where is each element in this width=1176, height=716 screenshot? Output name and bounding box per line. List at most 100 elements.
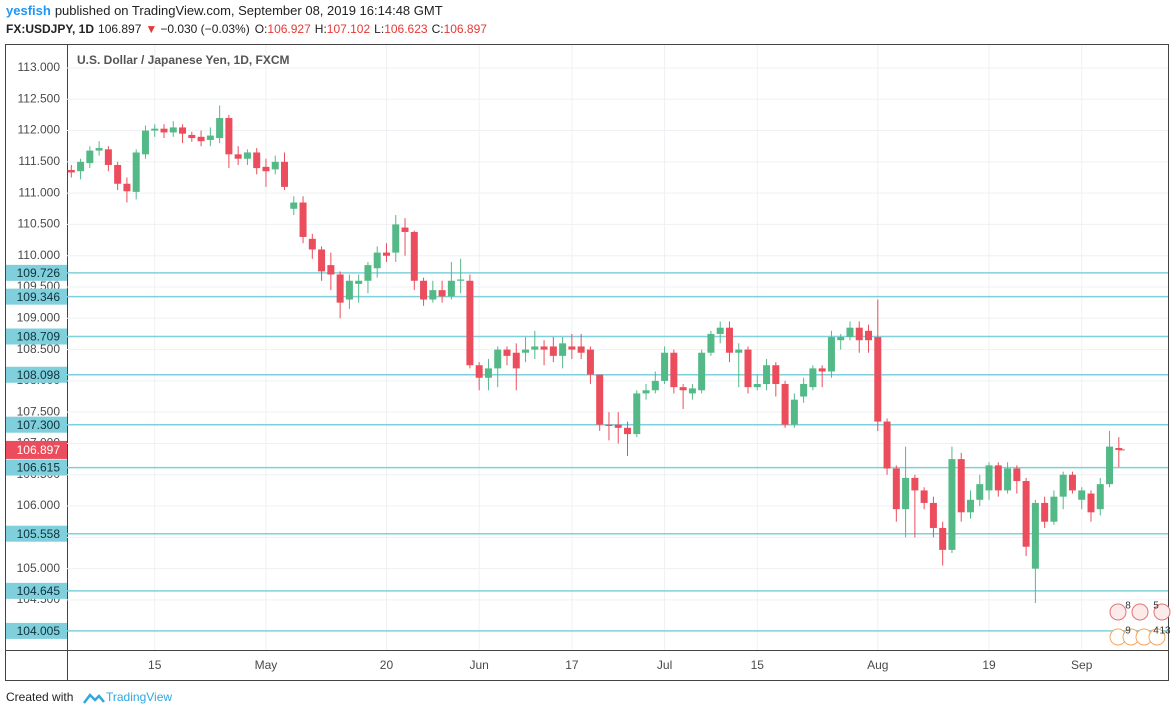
- candle-body: [1031, 502, 1039, 569]
- candle-body: [123, 183, 131, 192]
- candle-body: [179, 127, 187, 134]
- candle-body: [966, 499, 974, 513]
- candle-body: [336, 274, 344, 303]
- candle-body: [661, 352, 669, 381]
- y-tick-label: 113.000: [18, 60, 61, 74]
- l-label: L:: [374, 22, 384, 36]
- candle-body: [522, 349, 530, 353]
- candle-body: [994, 465, 1002, 491]
- candle-body: [883, 421, 891, 469]
- candle-body: [243, 152, 251, 159]
- x-tick-label: May: [255, 658, 278, 672]
- event-icon: [1109, 603, 1127, 621]
- level-label: 108.709: [17, 330, 61, 344]
- plot: 104.500105.000105.500106.000106.500107.0…: [6, 45, 1171, 672]
- candle-body: [809, 368, 817, 388]
- o-value: 106.927: [267, 22, 311, 36]
- level-label-box: [6, 264, 67, 281]
- level-label-box: [6, 288, 67, 305]
- event-icon: [1131, 603, 1149, 621]
- candle-body: [308, 238, 316, 250]
- candle-body: [364, 265, 372, 281]
- y-tick-label: 105.000: [17, 561, 61, 575]
- candle-body: [382, 252, 390, 256]
- published: published on TradingView.com, September …: [55, 3, 443, 18]
- c-value: 106.897: [444, 22, 488, 36]
- candle-body: [86, 150, 94, 164]
- candle-body: [281, 161, 289, 187]
- footer-brand[interactable]: TradingView: [106, 690, 172, 704]
- candle-body: [225, 118, 233, 155]
- candle-body: [457, 279, 465, 281]
- x-tick-label: Jul: [657, 658, 672, 672]
- level-label-box: [6, 622, 67, 639]
- candle-body: [1087, 493, 1095, 513]
- last-price-box: [6, 440, 67, 459]
- candle-body: [577, 346, 585, 353]
- candle-body: [132, 152, 140, 192]
- candle-body: [438, 290, 446, 297]
- candle-body: [642, 390, 650, 394]
- candle-body: [763, 365, 771, 385]
- candle-body: [512, 352, 520, 369]
- candle-body: [1013, 468, 1021, 482]
- candle-body: [447, 280, 455, 297]
- c-label: C:: [432, 22, 444, 36]
- candle-body: [401, 227, 409, 232]
- candle-body: [1022, 481, 1030, 547]
- event-count: 4: [1153, 626, 1159, 637]
- candle-body: [753, 384, 761, 388]
- author[interactable]: yesfish: [6, 3, 51, 18]
- o-label: O:: [255, 22, 268, 36]
- candle-body: [911, 477, 919, 491]
- logo: [83, 693, 105, 704]
- candle-body: [670, 352, 678, 388]
- level-label-box: [6, 525, 67, 542]
- candle-body: [429, 290, 437, 300]
- candle-body: [957, 459, 965, 513]
- candle-body: [466, 280, 474, 366]
- x-tick-label: Aug: [867, 658, 888, 672]
- candle-body: [151, 128, 159, 131]
- candle-body: [1115, 448, 1123, 450]
- candle-body: [1078, 490, 1086, 500]
- candle-body: [484, 368, 492, 378]
- candle-body: [735, 349, 743, 353]
- candle-body: [1004, 468, 1012, 491]
- x-tick-label: 17: [565, 658, 579, 672]
- candle-body: [827, 337, 835, 372]
- candle-body: [549, 346, 557, 356]
- change: −0.030 (−0.03%): [160, 22, 249, 36]
- candle-body: [420, 280, 428, 300]
- header-line: yesfish published on TradingView.com, Sep…: [6, 3, 443, 18]
- y-tick-label: 106.000: [17, 498, 61, 512]
- candle-body: [104, 149, 112, 165]
- candle-body: [596, 374, 604, 425]
- candle-body: [929, 502, 937, 528]
- candle-body: [772, 365, 780, 385]
- candle-body: [559, 343, 567, 356]
- x-tick-label: Jun: [470, 658, 489, 672]
- x-tick-label: Sep: [1071, 658, 1093, 672]
- candle-body: [1096, 484, 1104, 510]
- candle-body: [948, 459, 956, 550]
- last-price-label: 106.897: [17, 443, 61, 457]
- candle-body: [475, 365, 483, 378]
- y-tick-label: 108.500: [17, 342, 61, 356]
- candle-body: [216, 118, 224, 139]
- candle-body: [902, 477, 910, 510]
- candle-body: [855, 327, 863, 341]
- candle-body: [318, 249, 326, 272]
- candle-body: [976, 484, 984, 500]
- x-tick-label: 19: [982, 658, 996, 672]
- candle-body: [494, 349, 502, 369]
- candle-body: [939, 527, 947, 550]
- level-label-box: [6, 582, 67, 599]
- candle-body: [355, 280, 363, 284]
- candle-body: [95, 148, 103, 151]
- candle-body: [197, 136, 205, 142]
- candle-body: [790, 399, 798, 425]
- candle-body: [874, 337, 882, 422]
